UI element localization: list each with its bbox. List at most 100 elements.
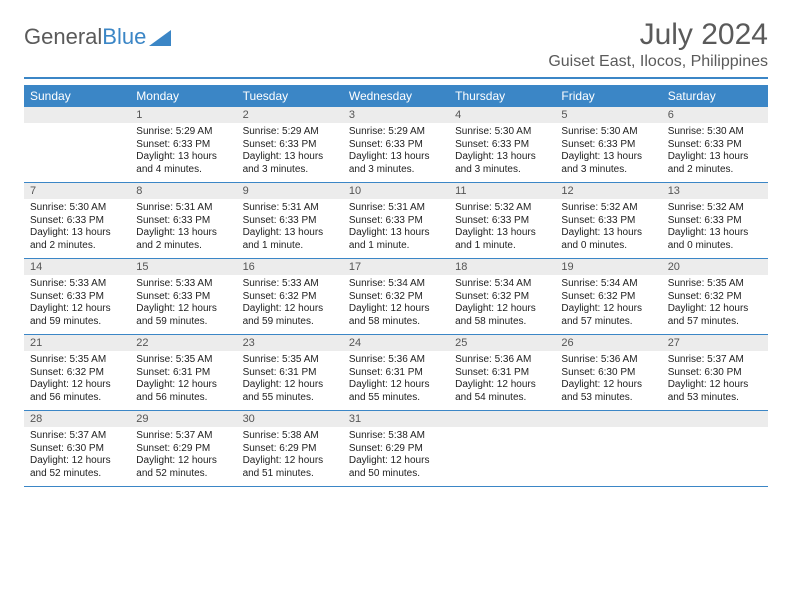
sunset-text: Sunset: 6:33 PM bbox=[349, 215, 443, 228]
day-body: Sunrise: 5:34 AMSunset: 6:32 PMDaylight:… bbox=[343, 275, 449, 334]
daylight-text: Daylight: 13 hours and 2 minutes. bbox=[30, 227, 124, 252]
daylight-text: Daylight: 12 hours and 51 minutes. bbox=[243, 455, 337, 480]
location-text: Guiset East, Ilocos, Philippines bbox=[548, 53, 768, 71]
calendar-cell: 18Sunrise: 5:34 AMSunset: 6:32 PMDayligh… bbox=[449, 259, 555, 335]
sunrise-text: Sunrise: 5:29 AM bbox=[349, 126, 443, 139]
calendar-cell: 1Sunrise: 5:29 AMSunset: 6:33 PMDaylight… bbox=[130, 107, 236, 183]
sunrise-text: Sunrise: 5:34 AM bbox=[561, 278, 655, 291]
calendar-week-row: 14Sunrise: 5:33 AMSunset: 6:33 PMDayligh… bbox=[24, 259, 768, 335]
calendar-cell: 10Sunrise: 5:31 AMSunset: 6:33 PMDayligh… bbox=[343, 183, 449, 259]
sunset-text: Sunset: 6:30 PM bbox=[668, 367, 762, 380]
daylight-text: Daylight: 12 hours and 53 minutes. bbox=[668, 379, 762, 404]
sunset-text: Sunset: 6:33 PM bbox=[30, 215, 124, 228]
day-number: 23 bbox=[237, 335, 343, 351]
day-header: Monday bbox=[130, 85, 236, 107]
sunrise-text: Sunrise: 5:30 AM bbox=[668, 126, 762, 139]
daylight-text: Daylight: 13 hours and 2 minutes. bbox=[136, 227, 230, 252]
calendar-cell: 6Sunrise: 5:30 AMSunset: 6:33 PMDaylight… bbox=[662, 107, 768, 183]
sunset-text: Sunset: 6:33 PM bbox=[668, 139, 762, 152]
calendar-cell: 11Sunrise: 5:32 AMSunset: 6:33 PMDayligh… bbox=[449, 183, 555, 259]
day-body: Sunrise: 5:33 AMSunset: 6:32 PMDaylight:… bbox=[237, 275, 343, 334]
calendar-cell: 9Sunrise: 5:31 AMSunset: 6:33 PMDaylight… bbox=[237, 183, 343, 259]
calendar-header-row: Sunday Monday Tuesday Wednesday Thursday… bbox=[24, 85, 768, 107]
day-number: 26 bbox=[555, 335, 661, 351]
daylight-text: Daylight: 12 hours and 57 minutes. bbox=[561, 303, 655, 328]
day-body: Sunrise: 5:31 AMSunset: 6:33 PMDaylight:… bbox=[237, 199, 343, 258]
day-body: Sunrise: 5:38 AMSunset: 6:29 PMDaylight:… bbox=[237, 427, 343, 486]
day-body: Sunrise: 5:34 AMSunset: 6:32 PMDaylight:… bbox=[555, 275, 661, 334]
day-number bbox=[662, 411, 768, 427]
logo-text-1: General bbox=[24, 24, 102, 50]
daylight-text: Daylight: 12 hours and 59 minutes. bbox=[243, 303, 337, 328]
day-body bbox=[555, 427, 661, 485]
calendar-cell: 28Sunrise: 5:37 AMSunset: 6:30 PMDayligh… bbox=[24, 411, 130, 487]
day-header: Thursday bbox=[449, 85, 555, 107]
calendar-week-row: 21Sunrise: 5:35 AMSunset: 6:32 PMDayligh… bbox=[24, 335, 768, 411]
day-number: 4 bbox=[449, 107, 555, 123]
day-body: Sunrise: 5:30 AMSunset: 6:33 PMDaylight:… bbox=[24, 199, 130, 258]
day-number: 1 bbox=[130, 107, 236, 123]
day-body: Sunrise: 5:37 AMSunset: 6:29 PMDaylight:… bbox=[130, 427, 236, 486]
day-body: Sunrise: 5:30 AMSunset: 6:33 PMDaylight:… bbox=[662, 123, 768, 182]
day-number: 15 bbox=[130, 259, 236, 275]
calendar-cell: 29Sunrise: 5:37 AMSunset: 6:29 PMDayligh… bbox=[130, 411, 236, 487]
sunset-text: Sunset: 6:32 PM bbox=[243, 291, 337, 304]
daylight-text: Daylight: 12 hours and 59 minutes. bbox=[30, 303, 124, 328]
sunrise-text: Sunrise: 5:35 AM bbox=[136, 354, 230, 367]
sunset-text: Sunset: 6:32 PM bbox=[30, 367, 124, 380]
daylight-text: Daylight: 13 hours and 3 minutes. bbox=[561, 151, 655, 176]
day-number: 21 bbox=[24, 335, 130, 351]
day-body: Sunrise: 5:37 AMSunset: 6:30 PMDaylight:… bbox=[24, 427, 130, 486]
sunset-text: Sunset: 6:31 PM bbox=[349, 367, 443, 380]
day-body: Sunrise: 5:36 AMSunset: 6:31 PMDaylight:… bbox=[343, 351, 449, 410]
sunrise-text: Sunrise: 5:34 AM bbox=[455, 278, 549, 291]
day-number: 31 bbox=[343, 411, 449, 427]
day-body: Sunrise: 5:37 AMSunset: 6:30 PMDaylight:… bbox=[662, 351, 768, 410]
daylight-text: Daylight: 12 hours and 56 minutes. bbox=[30, 379, 124, 404]
calendar-week-row: 7Sunrise: 5:30 AMSunset: 6:33 PMDaylight… bbox=[24, 183, 768, 259]
calendar-cell bbox=[662, 411, 768, 487]
day-body: Sunrise: 5:33 AMSunset: 6:33 PMDaylight:… bbox=[24, 275, 130, 334]
calendar-cell: 22Sunrise: 5:35 AMSunset: 6:31 PMDayligh… bbox=[130, 335, 236, 411]
daylight-text: Daylight: 12 hours and 57 minutes. bbox=[668, 303, 762, 328]
daylight-text: Daylight: 12 hours and 52 minutes. bbox=[30, 455, 124, 480]
calendar-body: 1Sunrise: 5:29 AMSunset: 6:33 PMDaylight… bbox=[24, 107, 768, 487]
day-number: 7 bbox=[24, 183, 130, 199]
day-number: 16 bbox=[237, 259, 343, 275]
calendar-cell: 23Sunrise: 5:35 AMSunset: 6:31 PMDayligh… bbox=[237, 335, 343, 411]
day-header: Tuesday bbox=[237, 85, 343, 107]
sunset-text: Sunset: 6:32 PM bbox=[455, 291, 549, 304]
day-number: 24 bbox=[343, 335, 449, 351]
daylight-text: Daylight: 13 hours and 3 minutes. bbox=[243, 151, 337, 176]
sunset-text: Sunset: 6:33 PM bbox=[349, 139, 443, 152]
day-number: 28 bbox=[24, 411, 130, 427]
day-body: Sunrise: 5:32 AMSunset: 6:33 PMDaylight:… bbox=[449, 199, 555, 258]
calendar-cell: 2Sunrise: 5:29 AMSunset: 6:33 PMDaylight… bbox=[237, 107, 343, 183]
daylight-text: Daylight: 13 hours and 1 minute. bbox=[243, 227, 337, 252]
daylight-text: Daylight: 13 hours and 3 minutes. bbox=[455, 151, 549, 176]
day-header: Wednesday bbox=[343, 85, 449, 107]
day-body: Sunrise: 5:34 AMSunset: 6:32 PMDaylight:… bbox=[449, 275, 555, 334]
day-number: 10 bbox=[343, 183, 449, 199]
day-number bbox=[555, 411, 661, 427]
day-body: Sunrise: 5:38 AMSunset: 6:29 PMDaylight:… bbox=[343, 427, 449, 486]
calendar-cell: 13Sunrise: 5:32 AMSunset: 6:33 PMDayligh… bbox=[662, 183, 768, 259]
calendar-cell: 16Sunrise: 5:33 AMSunset: 6:32 PMDayligh… bbox=[237, 259, 343, 335]
sunrise-text: Sunrise: 5:34 AM bbox=[349, 278, 443, 291]
calendar-cell: 5Sunrise: 5:30 AMSunset: 6:33 PMDaylight… bbox=[555, 107, 661, 183]
day-body: Sunrise: 5:36 AMSunset: 6:30 PMDaylight:… bbox=[555, 351, 661, 410]
sunset-text: Sunset: 6:29 PM bbox=[243, 443, 337, 456]
sunset-text: Sunset: 6:33 PM bbox=[561, 139, 655, 152]
daylight-text: Daylight: 13 hours and 2 minutes. bbox=[668, 151, 762, 176]
calendar-cell: 15Sunrise: 5:33 AMSunset: 6:33 PMDayligh… bbox=[130, 259, 236, 335]
sunrise-text: Sunrise: 5:38 AM bbox=[243, 430, 337, 443]
sunrise-text: Sunrise: 5:31 AM bbox=[136, 202, 230, 215]
calendar-week-row: 28Sunrise: 5:37 AMSunset: 6:30 PMDayligh… bbox=[24, 411, 768, 487]
calendar-cell: 8Sunrise: 5:31 AMSunset: 6:33 PMDaylight… bbox=[130, 183, 236, 259]
calendar-cell: 3Sunrise: 5:29 AMSunset: 6:33 PMDaylight… bbox=[343, 107, 449, 183]
sunrise-text: Sunrise: 5:37 AM bbox=[30, 430, 124, 443]
day-number: 8 bbox=[130, 183, 236, 199]
day-body: Sunrise: 5:30 AMSunset: 6:33 PMDaylight:… bbox=[555, 123, 661, 182]
day-body: Sunrise: 5:32 AMSunset: 6:33 PMDaylight:… bbox=[662, 199, 768, 258]
day-body: Sunrise: 5:31 AMSunset: 6:33 PMDaylight:… bbox=[343, 199, 449, 258]
